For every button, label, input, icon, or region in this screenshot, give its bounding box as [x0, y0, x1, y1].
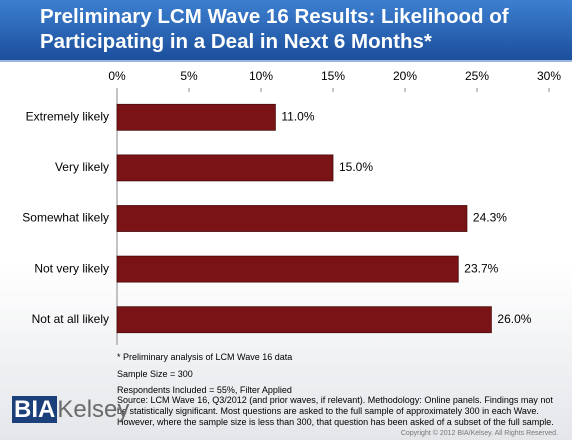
- value-label: 15.0%: [339, 160, 373, 174]
- value-label: 26.0%: [497, 312, 531, 326]
- value-label: 11.0%: [281, 109, 314, 123]
- bar: [116, 154, 334, 182]
- x-tick-label: 5%: [180, 69, 198, 83]
- x-tick-label: 15%: [321, 69, 345, 83]
- bar: [116, 306, 492, 334]
- logo: BIAKelsey: [12, 396, 129, 424]
- logo-text: BIA: [12, 396, 58, 423]
- y-tick-label: Extremely likely: [26, 109, 109, 123]
- note: Sample Size = 300: [117, 369, 193, 379]
- logo-text: Kelsey: [57, 396, 130, 423]
- note: * Preliminary analysis of LCM Wave 16 da…: [117, 352, 293, 362]
- bar: [116, 205, 468, 232]
- y-tick-label: Not at all likely: [32, 312, 109, 326]
- x-tick-label: 30%: [537, 69, 561, 83]
- x-tick-label: 10%: [249, 69, 273, 83]
- bar: [116, 255, 459, 283]
- chart-title: Preliminary LCM Wave 16 Results: Likelih…: [40, 5, 509, 53]
- y-tick-label: Somewhat likely: [22, 211, 109, 225]
- value-label: 23.7%: [464, 261, 498, 275]
- x-tick-label: 20%: [393, 69, 417, 83]
- bar: [116, 103, 276, 131]
- source-note: Source: LCM Wave 16, Q3/2012 (and prior …: [117, 395, 554, 427]
- y-tick-label: Very likely: [55, 160, 109, 174]
- value-label: 24.3%: [473, 211, 507, 225]
- note: Respondents Included = 55%, Filter Appli…: [117, 385, 292, 395]
- x-tick-label: 0%: [108, 69, 126, 83]
- copyright: Copyright © 2012 BIA/Kelsey. All Rights …: [400, 430, 558, 437]
- y-tick-label: Not very likely: [34, 261, 109, 275]
- x-tick-label: 25%: [465, 69, 489, 83]
- title-banner: [0, 0, 572, 62]
